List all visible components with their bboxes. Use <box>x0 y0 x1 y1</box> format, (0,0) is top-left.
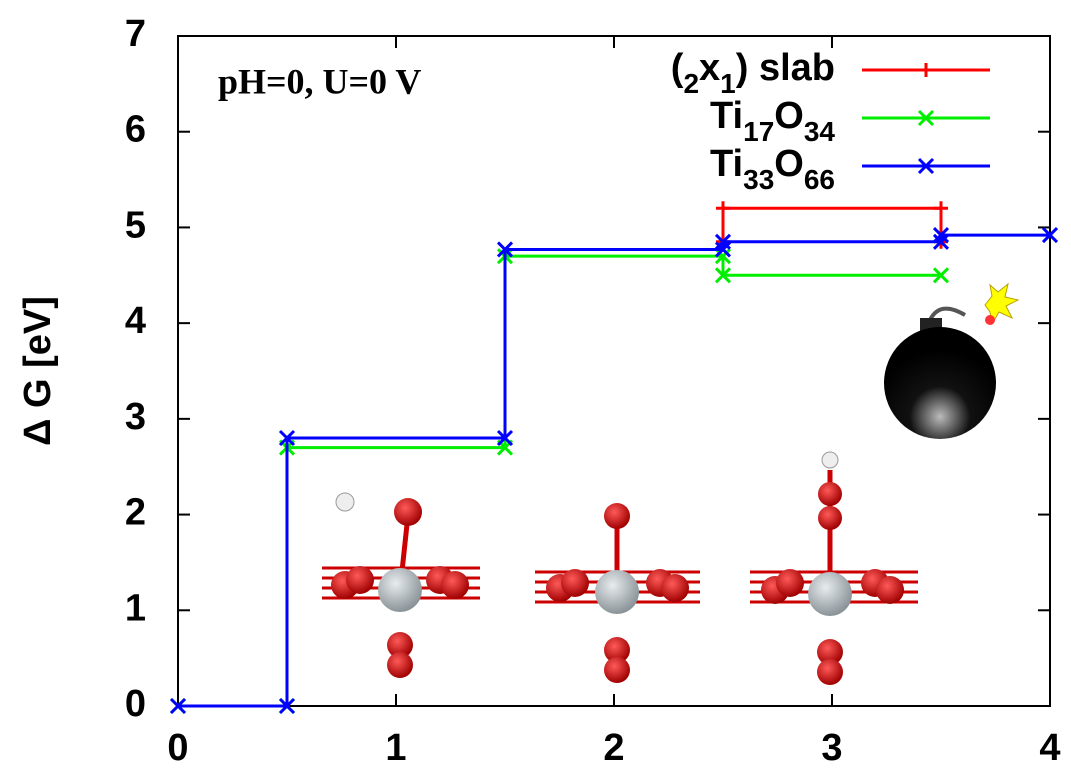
x-tick-label: 0 <box>167 727 188 769</box>
y-tick-label: 7 <box>125 13 146 55</box>
data-point <box>496 429 514 447</box>
y-axis-label: Δ G [eV] <box>17 296 59 446</box>
series-line <box>721 206 943 242</box>
y-tick-label: 3 <box>125 396 146 438</box>
molecule <box>322 492 480 678</box>
data-point <box>714 248 732 265</box>
data-point <box>934 201 948 216</box>
x-tick-label: 1 <box>385 727 406 769</box>
data-point <box>169 697 187 715</box>
data-point <box>714 267 732 284</box>
y-tick-label: 2 <box>125 492 146 534</box>
molecule <box>750 451 918 685</box>
series-line <box>178 254 941 708</box>
y-tick-label: 1 <box>125 587 146 629</box>
data-point <box>278 697 296 715</box>
data-point <box>1041 227 1059 244</box>
x-tick-label: 3 <box>821 727 842 769</box>
y-tick-label: 0 <box>125 683 146 725</box>
data-point <box>932 233 950 250</box>
legend-label: Ti33O66 <box>710 143 835 195</box>
data-point <box>919 63 933 77</box>
bomb-icon <box>884 282 1020 439</box>
y-tick-label: 6 <box>125 109 146 151</box>
structure-images <box>322 282 1020 685</box>
annotation: pH=0, U=0 V <box>218 61 421 101</box>
x-tick-label: 2 <box>603 727 624 769</box>
x-tick-label: 4 <box>1039 727 1060 769</box>
data-point <box>496 241 514 258</box>
data-point <box>917 157 935 175</box>
legend-label: Ti17O34 <box>710 95 835 147</box>
data-point <box>714 233 732 250</box>
data-point <box>917 109 935 127</box>
data-point <box>932 227 950 244</box>
molecule <box>535 503 700 683</box>
data-point <box>278 429 296 447</box>
series-line <box>178 233 1050 708</box>
y-tick-label: 4 <box>125 300 146 342</box>
legend-label: (2x1) slab <box>671 47 835 99</box>
data-point <box>716 201 730 216</box>
y-tick-label: 5 <box>125 204 146 246</box>
data-point <box>932 267 950 284</box>
